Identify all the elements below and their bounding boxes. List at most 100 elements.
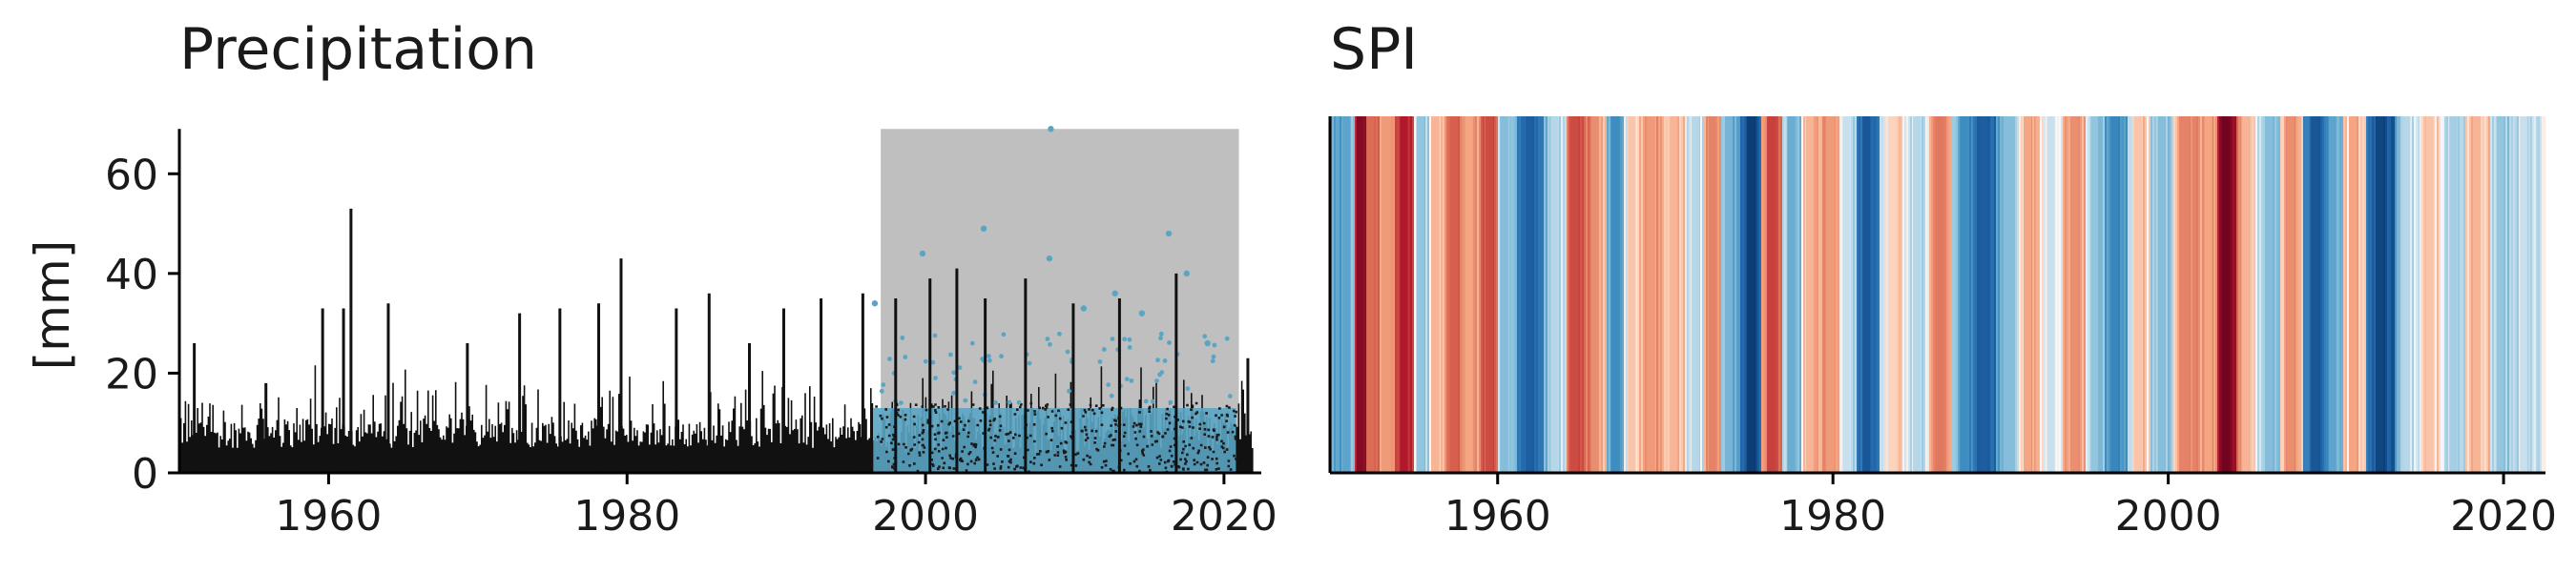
spi-stripe: [1956, 116, 1959, 473]
observed-scatter-dot: [980, 357, 985, 361]
observed-period-fill: [873, 408, 1236, 473]
spi-stripe: [1901, 116, 1903, 473]
spi-stripe: [1584, 116, 1587, 473]
observed-scatter-dot: [1122, 337, 1128, 342]
spi-stripe: [2467, 116, 2470, 473]
spi-stripes: [1330, 116, 2546, 473]
spi-stripe: [2341, 116, 2344, 473]
spi-stripe: [1567, 116, 1569, 473]
observed-scatter-dot: [1212, 342, 1217, 348]
spi-stripe: [2297, 116, 2300, 473]
observed-scatter-dot: [1110, 337, 1115, 341]
spi-stripe: [2192, 116, 2195, 473]
precipitation-title: Precipitation: [179, 16, 537, 83]
spi-stripe: [1988, 116, 1991, 473]
observed-scatter-dot: [1185, 386, 1191, 391]
spi-stripe: [1740, 116, 1743, 473]
spi-stripe: [1733, 116, 1735, 473]
spi-stripe: [2505, 116, 2508, 473]
observed-scatter-dot: [932, 333, 938, 338]
spi-stripe: [1464, 116, 1466, 473]
observed-scatter-dot: [1157, 372, 1162, 378]
spi-stripe: [1427, 116, 1430, 473]
spi-anchor-stripe-50: [2348, 116, 2357, 473]
spi-stripe: [2494, 116, 2497, 473]
spi-stripe: [2309, 116, 2312, 473]
spi-stripe: [2194, 116, 2197, 473]
spi-stripe: [2152, 116, 2155, 473]
spi-stripe: [2366, 116, 2369, 473]
spi-stripe: [1782, 116, 1785, 473]
spi-stripe: [2065, 116, 2067, 473]
spi-stripe: [1742, 116, 1745, 473]
spi-stripe: [1859, 116, 1861, 473]
spi-x-tick-label-2020: 2020: [2450, 492, 2557, 541]
observed-scatter-dot: [1124, 377, 1130, 381]
spi-stripe: [1977, 116, 1980, 473]
spi-anchor-stripe-30: [1913, 116, 1922, 473]
spi-axes: 1960 1980 2000 2020: [1328, 116, 2557, 541]
spi-anchor-stripe-26: [1825, 116, 1834, 473]
spi-anchor-stripe-7: [1450, 116, 1459, 473]
spi-stripe: [2463, 116, 2466, 473]
observed-scatter-dot: [1162, 358, 1168, 363]
spi-stripe: [1683, 116, 1686, 473]
spi-stripe: [2177, 116, 2180, 473]
spi-stripe: [1851, 116, 1854, 473]
spi-stripe: [2105, 116, 2108, 473]
spi-stripe: [1538, 116, 1541, 473]
spi-stripe: [2143, 116, 2146, 473]
spi-stripe: [2324, 116, 2327, 473]
spi-stripe: [1841, 116, 1844, 473]
observed-scatter-dot: [1027, 360, 1032, 366]
spi-stripe: [1662, 116, 1665, 473]
observed-scatter-dot: [1016, 399, 1022, 405]
spi-stripe: [1546, 116, 1548, 473]
spi-stripe: [2122, 116, 2125, 473]
observed-point-2: [1048, 126, 1054, 133]
spi-stripe: [1460, 116, 1463, 473]
spi-stripe: [2416, 116, 2419, 473]
spi-stripe: [2233, 116, 2235, 473]
spi-anchor-stripe-31: [1936, 116, 1944, 473]
spi-stripe: [2129, 116, 2132, 473]
spi-stripe: [1364, 116, 1367, 473]
spi-stripe: [1923, 116, 1926, 473]
spi-stripe: [1353, 116, 1356, 473]
spi-stripe: [1517, 116, 1520, 473]
spi-stripe: [1677, 116, 1680, 473]
spi-stripe: [1458, 116, 1461, 473]
spi-stripe: [1637, 116, 1640, 473]
spi-stripe: [1341, 116, 1344, 473]
spi-stripe: [2263, 116, 2266, 473]
spi-stripe: [2170, 116, 2172, 473]
spi-anchor-stripe-51: [2376, 116, 2384, 473]
spi-anchor-stripe-5: [1416, 116, 1424, 473]
spi-stripe: [1735, 116, 1737, 473]
observed-period-specks: [875, 401, 1237, 475]
observed-scatter-dot: [1150, 398, 1155, 404]
spi-stripe: [1641, 116, 1644, 473]
observed-scatter-dot: [900, 336, 905, 340]
spi-stripe: [1441, 116, 1444, 473]
spi-stripe: [1561, 116, 1564, 473]
observed-scatter-dot: [1065, 349, 1070, 355]
spi-stripe: [1462, 116, 1465, 473]
spi-anchor-stripe-18: [1670, 116, 1678, 473]
precipitation-panel: Precipitation [mm] 0 20 40 60 1960 1980 2000 20…: [25, 16, 1278, 541]
spi-stripe: [1498, 116, 1501, 473]
spi-stripe: [2469, 116, 2472, 473]
spi-anchor-stripe-29: [1887, 116, 1896, 473]
spi-anchor-stripe-24: [1787, 116, 1796, 473]
observed-scatter-dot: [1224, 336, 1230, 341]
spi-stripe: [1536, 116, 1539, 473]
spi-stripe: [1761, 116, 1764, 473]
observed-scatter-dot: [987, 358, 992, 363]
spi-stripe: [2347, 116, 2350, 473]
spi-stripe: [1338, 116, 1340, 473]
spi-stripe: [1946, 116, 1949, 473]
spi-stripe: [2150, 116, 2153, 473]
spi-stripe: [2318, 116, 2321, 473]
spi-stripe: [1515, 116, 1518, 473]
spi-stripe: [2099, 116, 2102, 473]
